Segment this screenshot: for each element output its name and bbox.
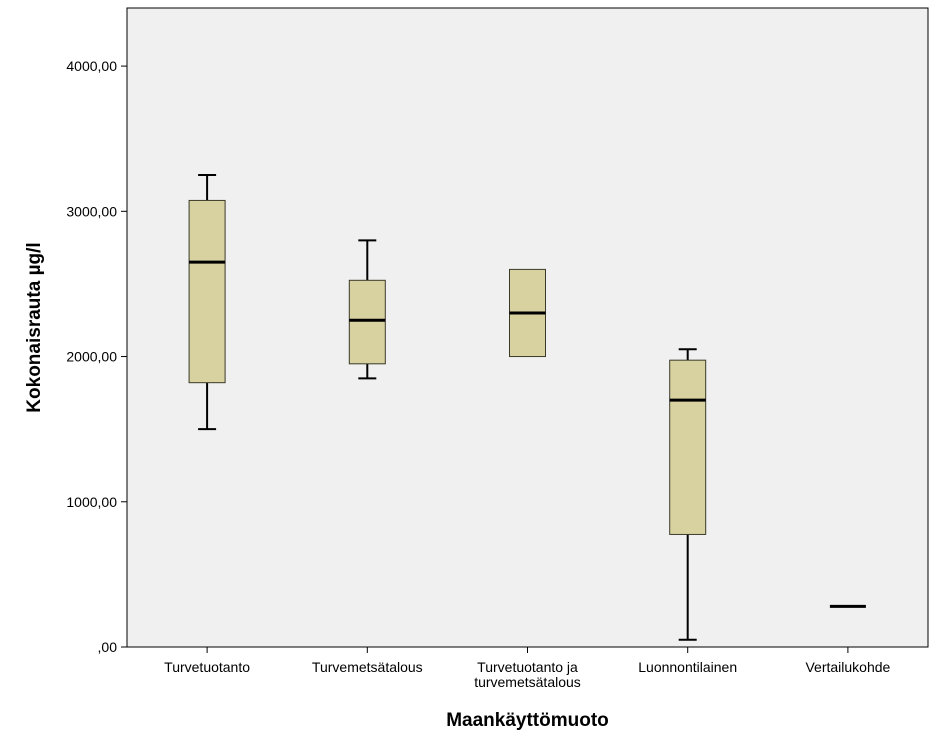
y-tick-label: 4000,00 xyxy=(66,58,117,74)
box-group xyxy=(509,268,546,358)
iqr-box xyxy=(669,359,707,535)
y-axis: ,00 1000,00 2000,00 3000,00 4000,00 xyxy=(66,58,127,655)
x-axis: Turvetuotanto Turvemetsätalous Turvetuotan… xyxy=(164,647,891,690)
x-tick-label: Luonnontilainen xyxy=(638,659,737,675)
iqr-box xyxy=(348,279,386,365)
y-tick-label: ,00 xyxy=(98,639,118,655)
y-tick-label: 3000,00 xyxy=(66,203,117,219)
x-axis-title: Maankäyttömuoto xyxy=(446,710,609,731)
box-group xyxy=(669,348,707,641)
y-tick-label: 2000,00 xyxy=(66,349,117,365)
x-tick-label: Vertailukohde xyxy=(805,659,890,675)
x-tick-label: Turvemetsätalous xyxy=(312,659,423,675)
y-tick-label: 1000,00 xyxy=(66,494,117,510)
box-group xyxy=(348,239,386,380)
boxes xyxy=(188,174,866,641)
box-group xyxy=(188,174,226,431)
iqr-box xyxy=(188,199,226,384)
y-axis-title: Kokonaisrauta µg/l xyxy=(24,242,45,412)
x-tick-label: Turvetuotanto xyxy=(164,659,250,675)
x-tick-label: Turvetuotanto ja turvemetsätalous xyxy=(474,659,581,690)
